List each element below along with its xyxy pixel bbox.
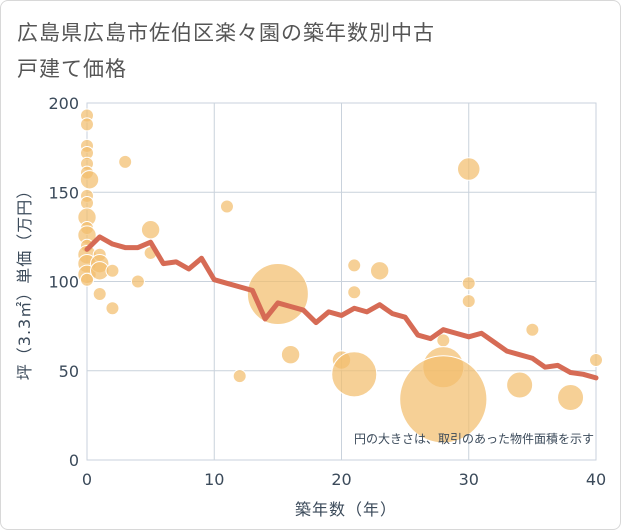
data-bubble <box>589 353 603 368</box>
data-bubble <box>130 274 145 289</box>
data-bubble <box>461 276 476 291</box>
data-bubble <box>79 170 100 190</box>
data-bubble <box>331 351 378 398</box>
data-bubble <box>92 286 107 301</box>
data-bubble <box>80 195 94 210</box>
data-bubble <box>347 258 362 273</box>
data-bubble <box>557 384 585 412</box>
data-bubble <box>80 117 94 132</box>
data-bubble <box>369 261 390 281</box>
data-bubble <box>80 272 94 287</box>
x-tick-label: 20 <box>331 470 351 489</box>
data-bubble <box>118 154 133 169</box>
y-tick-label: 50 <box>59 362 79 381</box>
data-bubble <box>456 157 481 181</box>
data-bubble <box>232 369 247 384</box>
data-bubble <box>506 371 534 399</box>
data-bubble <box>461 294 476 309</box>
chart-title: 広島県広島市佐伯区楽々園の築年数別中古戸建て価格 <box>17 21 435 81</box>
axis-ticks: 0 10 20 30 40 0 50 100 150 200 <box>48 94 606 489</box>
data-bubble <box>219 199 234 214</box>
x-axis-label: 築年数（年） <box>294 500 397 519</box>
y-tick-label: 0 <box>69 451 79 470</box>
y-tick-label: 100 <box>48 273 79 292</box>
x-tick-label: 10 <box>204 470 224 489</box>
data-bubble <box>280 344 301 365</box>
data-bubble <box>105 263 120 278</box>
x-tick-label: 0 <box>82 470 92 489</box>
x-tick-label: 40 <box>586 470 606 489</box>
y-tick-label: 150 <box>48 183 79 202</box>
data-bubble <box>525 322 540 337</box>
y-tick-label: 200 <box>48 94 79 113</box>
x-tick-label: 30 <box>459 470 479 489</box>
data-bubble <box>140 220 161 240</box>
bubble-series <box>77 108 603 444</box>
data-bubble <box>399 355 488 444</box>
average-price-line <box>84 234 599 381</box>
data-bubble <box>347 285 362 300</box>
bubble-size-note: 円の大きさは、取引のあった物件面積を示す <box>354 431 594 446</box>
data-bubble <box>105 301 120 316</box>
